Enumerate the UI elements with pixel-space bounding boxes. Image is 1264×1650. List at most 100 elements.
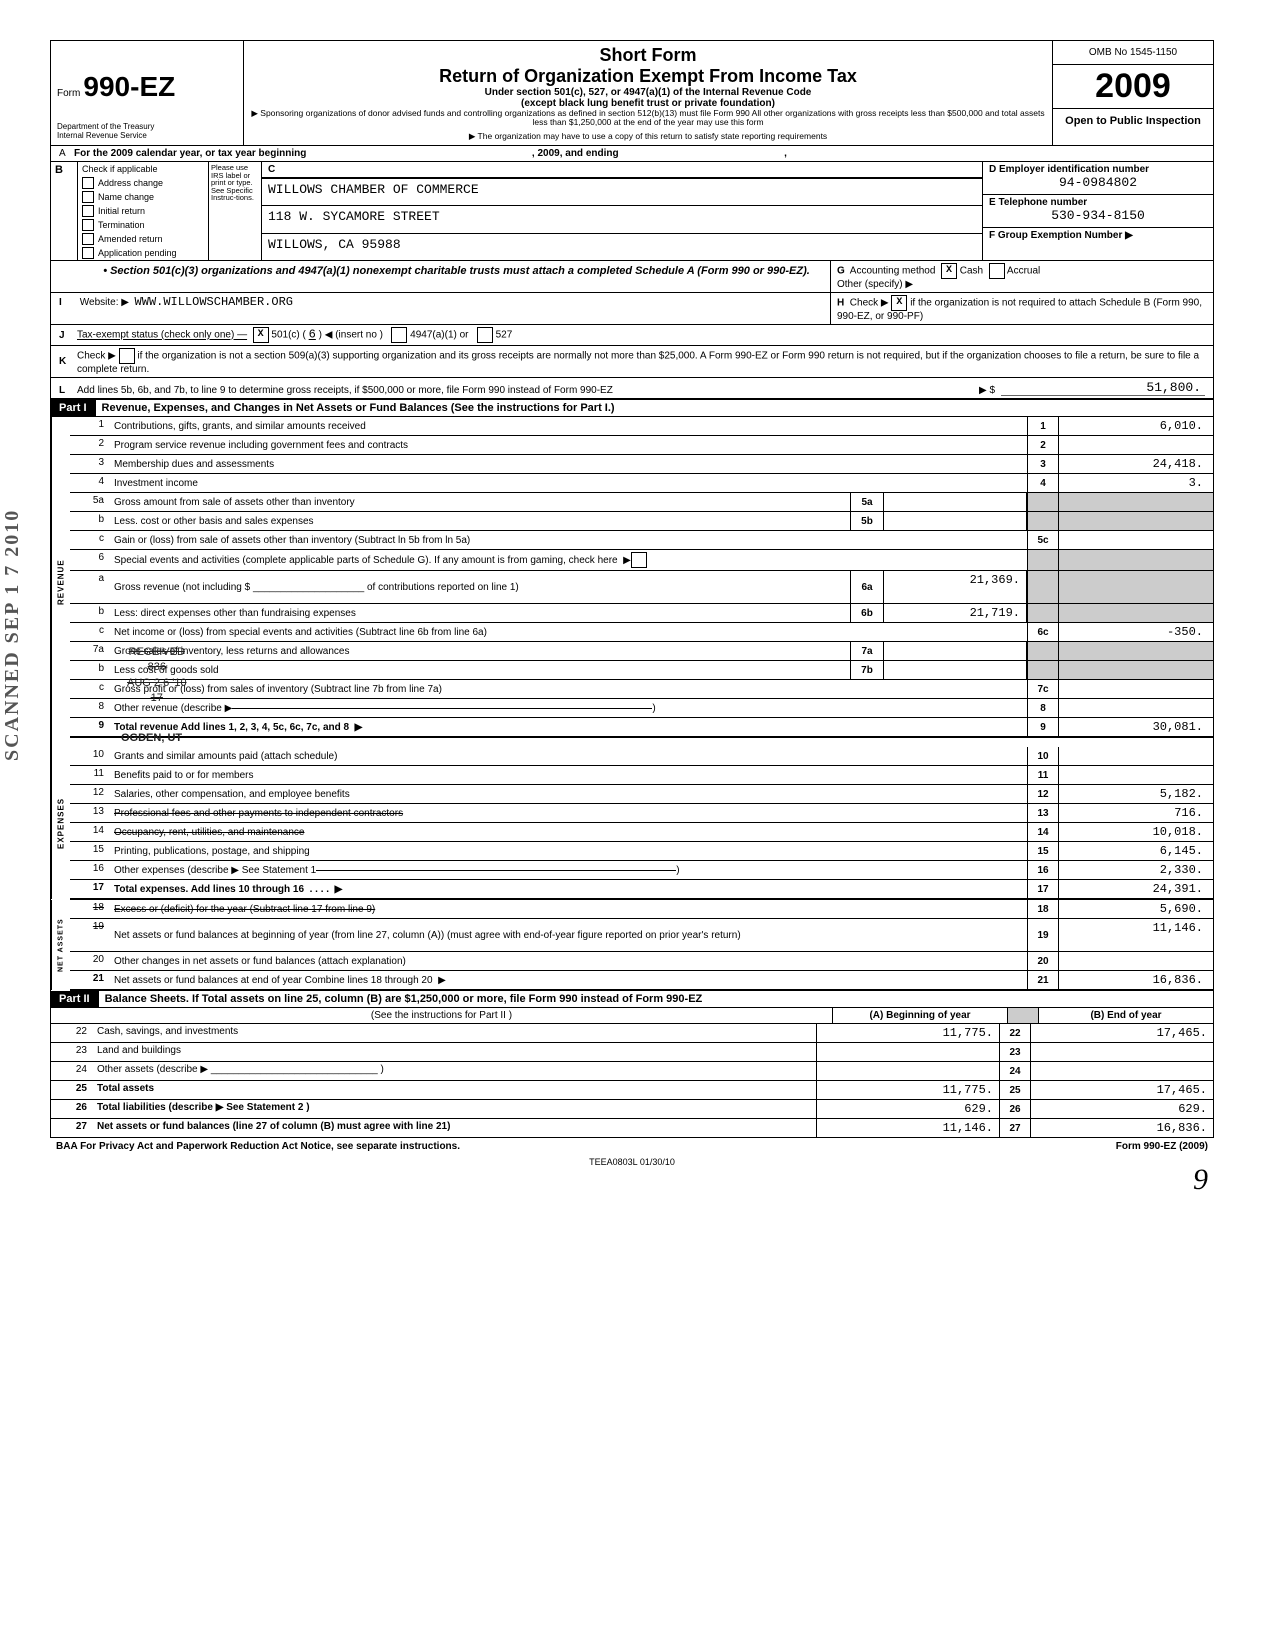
l18-num: 18 xyxy=(70,900,110,918)
header-left: Form 990-EZ Department of the Treasury I… xyxy=(51,41,244,145)
l2-rv xyxy=(1059,436,1213,454)
l8-num: 8 xyxy=(70,699,110,717)
row-a-label: A xyxy=(59,148,66,159)
label-accrual: Accrual xyxy=(1007,266,1040,277)
l4-rn: 4 xyxy=(1027,474,1059,492)
l8-rn: 8 xyxy=(1027,699,1059,717)
l5b-rn xyxy=(1027,512,1059,530)
l24-rn: 24 xyxy=(999,1062,1030,1080)
j-527: 527 xyxy=(496,330,513,341)
l17-rv: 24,391. xyxy=(1059,880,1213,898)
part2-label: Part II xyxy=(51,991,98,1007)
l6b-desc: Less: direct expenses other than fundrai… xyxy=(110,604,850,622)
part2-colB: (B) End of year xyxy=(1038,1008,1213,1023)
l10-desc: Grants and similar amounts paid (attach … xyxy=(110,747,1027,765)
l26-rn: 26 xyxy=(999,1100,1030,1118)
l25-d: Total assets xyxy=(93,1081,816,1099)
check-termination[interactable]: Termination xyxy=(78,218,208,232)
check-accrual[interactable] xyxy=(989,263,1005,279)
check-amended-return[interactable]: Amended return xyxy=(78,232,208,246)
row-a-text3: , xyxy=(784,148,787,159)
l26-b: 629. xyxy=(1030,1100,1213,1118)
part1-header: Part I Revenue, Expenses, and Changes in… xyxy=(51,400,1213,417)
part1-title: Revenue, Expenses, and Changes in Net As… xyxy=(95,400,1213,416)
l27-a: 11,146. xyxy=(816,1119,999,1137)
l13-rn: 13 xyxy=(1027,804,1059,822)
col-b-label: B xyxy=(51,162,78,260)
l16-desc: Other expenses (describe ▶ See Statement… xyxy=(114,865,316,876)
e-phone-cell: E Telephone number 530-934-8150 xyxy=(983,195,1213,228)
l12-rv: 5,182. xyxy=(1059,785,1213,803)
l5a-desc: Gross amount from sale of assets other t… xyxy=(110,493,850,511)
l4-rv: 3. xyxy=(1059,474,1213,492)
dept2: Internal Revenue Service xyxy=(57,132,237,141)
section-bullet-g: • Section 501(c)(3) organizations and 49… xyxy=(51,261,1213,293)
l12-num: 12 xyxy=(70,785,110,803)
part1-table: RECEIVED 836 AUG 2 6 '10 17 OGDEN, UT RE… xyxy=(51,417,1213,991)
label-cash: Cash xyxy=(960,266,983,277)
part2-table: (See the instructions for Part II ) (A) … xyxy=(51,1008,1213,1137)
l5b-num: b xyxy=(70,512,110,530)
l3-num: 3 xyxy=(70,455,110,473)
l7b-num: b xyxy=(70,661,110,679)
open-inspection: Open to Public Inspection xyxy=(1053,109,1213,133)
l23-d: Land and buildings xyxy=(93,1043,816,1061)
l13-num: 13 xyxy=(70,804,110,822)
l6a-sv: 21,369. xyxy=(884,571,1027,603)
l25-rn: 25 xyxy=(999,1081,1030,1099)
l11-desc: Benefits paid to or for members xyxy=(110,766,1027,784)
check-address-change[interactable]: Address change xyxy=(78,176,208,190)
l3-rn: 3 xyxy=(1027,455,1059,473)
h-checkbox[interactable]: X xyxy=(891,295,907,311)
j-check-501c[interactable]: X xyxy=(253,327,269,343)
l7b-rn xyxy=(1027,661,1059,679)
l6c-num: c xyxy=(70,623,110,641)
revenue-side-label: REVENUE xyxy=(51,417,70,747)
footer-left: BAA For Privacy Act and Paperwork Reduct… xyxy=(56,1141,460,1152)
footer: BAA For Privacy Act and Paperwork Reduct… xyxy=(50,1138,1214,1155)
i-label: I xyxy=(59,297,77,308)
check-initial-return[interactable]: Initial return xyxy=(78,204,208,218)
l5a-rv xyxy=(1059,493,1213,511)
l7b-rv xyxy=(1059,661,1213,679)
l11-rn: 11 xyxy=(1027,766,1059,784)
l20-num: 20 xyxy=(70,952,110,970)
j-insert: ) ◀ (insert no ) xyxy=(319,330,383,341)
l26-d: Total liabilities (describe ▶ See Statem… xyxy=(93,1100,816,1118)
l17-num: 17 xyxy=(70,880,110,898)
l8-rv xyxy=(1059,699,1213,717)
label-other: Other (specify) ▶ xyxy=(837,279,913,290)
h-label: H xyxy=(837,298,844,309)
scanned-stamp: SCANNED SEP 1 7 2010 xyxy=(1,509,24,761)
l7a-rn xyxy=(1027,642,1059,660)
l27-n: 27 xyxy=(51,1119,93,1137)
l10-num: 10 xyxy=(70,747,110,765)
l16-num: 16 xyxy=(70,861,110,879)
l20-rv xyxy=(1059,952,1213,970)
bullet-501c3: • Section 501(c)(3) organizations and 49… xyxy=(51,261,830,292)
check-application-pending[interactable]: Application pending xyxy=(78,246,208,260)
l7c-desc: Gross profit or (loss) from sales of inv… xyxy=(110,680,1027,698)
k-checkbox[interactable] xyxy=(119,348,135,364)
l10-rn: 10 xyxy=(1027,747,1059,765)
l7b-desc: Less cost of goods sold xyxy=(110,661,850,679)
l17-desc: Total expenses. Add lines 10 through 16 xyxy=(114,884,304,895)
l2-rn: 2 xyxy=(1027,436,1059,454)
l7c-rn: 7c xyxy=(1027,680,1059,698)
l23-n: 23 xyxy=(51,1043,93,1061)
l6a-sn: 6a xyxy=(850,571,884,603)
l6-gaming-check[interactable] xyxy=(631,552,647,568)
l5a-sn: 5a xyxy=(850,493,884,511)
j-check-4947[interactable] xyxy=(391,327,407,343)
check-name-change[interactable]: Name change xyxy=(78,190,208,204)
l25-b: 17,465. xyxy=(1030,1081,1213,1099)
l5b-sv xyxy=(884,512,1027,530)
l26-a: 629. xyxy=(816,1100,999,1118)
l6b-rn xyxy=(1027,604,1059,622)
l13-desc: Professional fees and other payments to … xyxy=(110,804,1027,822)
d-ein-cell: D Employer identification number 94-0984… xyxy=(983,162,1213,195)
j-check-527[interactable] xyxy=(477,327,493,343)
check-cash[interactable]: X xyxy=(941,263,957,279)
l11-num: 11 xyxy=(70,766,110,784)
l19-desc: Net assets or fund balances at beginning… xyxy=(110,919,1027,951)
